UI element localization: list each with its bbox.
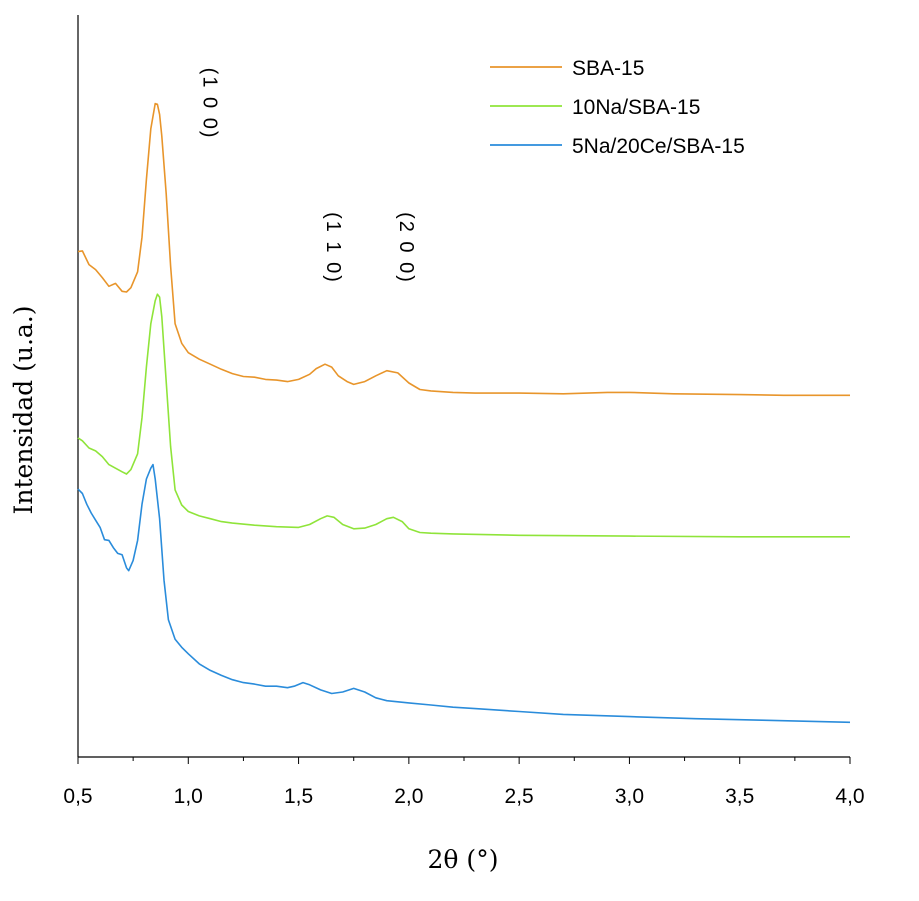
x-tick-label: 0,5	[63, 785, 92, 808]
peak-annotation: (2 0 0)	[395, 212, 417, 284]
y-axis-title: Intensidad (u.a.)	[9, 305, 38, 514]
x-tick-label: 4,0	[835, 785, 864, 808]
legend-label: SBA-15	[572, 57, 644, 80]
x-axis-title: 2θ (°)	[428, 845, 499, 874]
x-tick-label: 1,0	[174, 785, 203, 808]
x-axis-ticks: 0,5 1,0 1,5 2,0 2,5 3,0 3,5 4,0	[63, 757, 865, 808]
peak-annotation: (1 1 0)	[322, 212, 344, 284]
series-line-2	[77, 293, 850, 538]
series-lines	[77, 102, 851, 724]
series-line-3	[77, 463, 851, 724]
x-tick-label: 2,0	[394, 785, 423, 808]
legend-label: 5Na/20Ce/SBA-15	[572, 135, 745, 158]
x-tick-label: 1,5	[284, 785, 313, 808]
x-tick-label: 2,5	[505, 785, 534, 808]
series-line-1	[77, 102, 850, 397]
legend-label: 10Na/SBA-15	[572, 96, 700, 119]
peak-annotation: (1 0 0)	[199, 68, 221, 140]
x-tick-label: 3,5	[725, 785, 754, 808]
plot-area	[77, 15, 850, 758]
x-tick-label: 3,0	[615, 785, 644, 808]
peak-annotations: (1 0 0) (1 1 0) (2 0 0)	[199, 68, 417, 284]
legend: SBA-15 10Na/SBA-15 5Na/20Ce/SBA-15	[490, 57, 745, 158]
